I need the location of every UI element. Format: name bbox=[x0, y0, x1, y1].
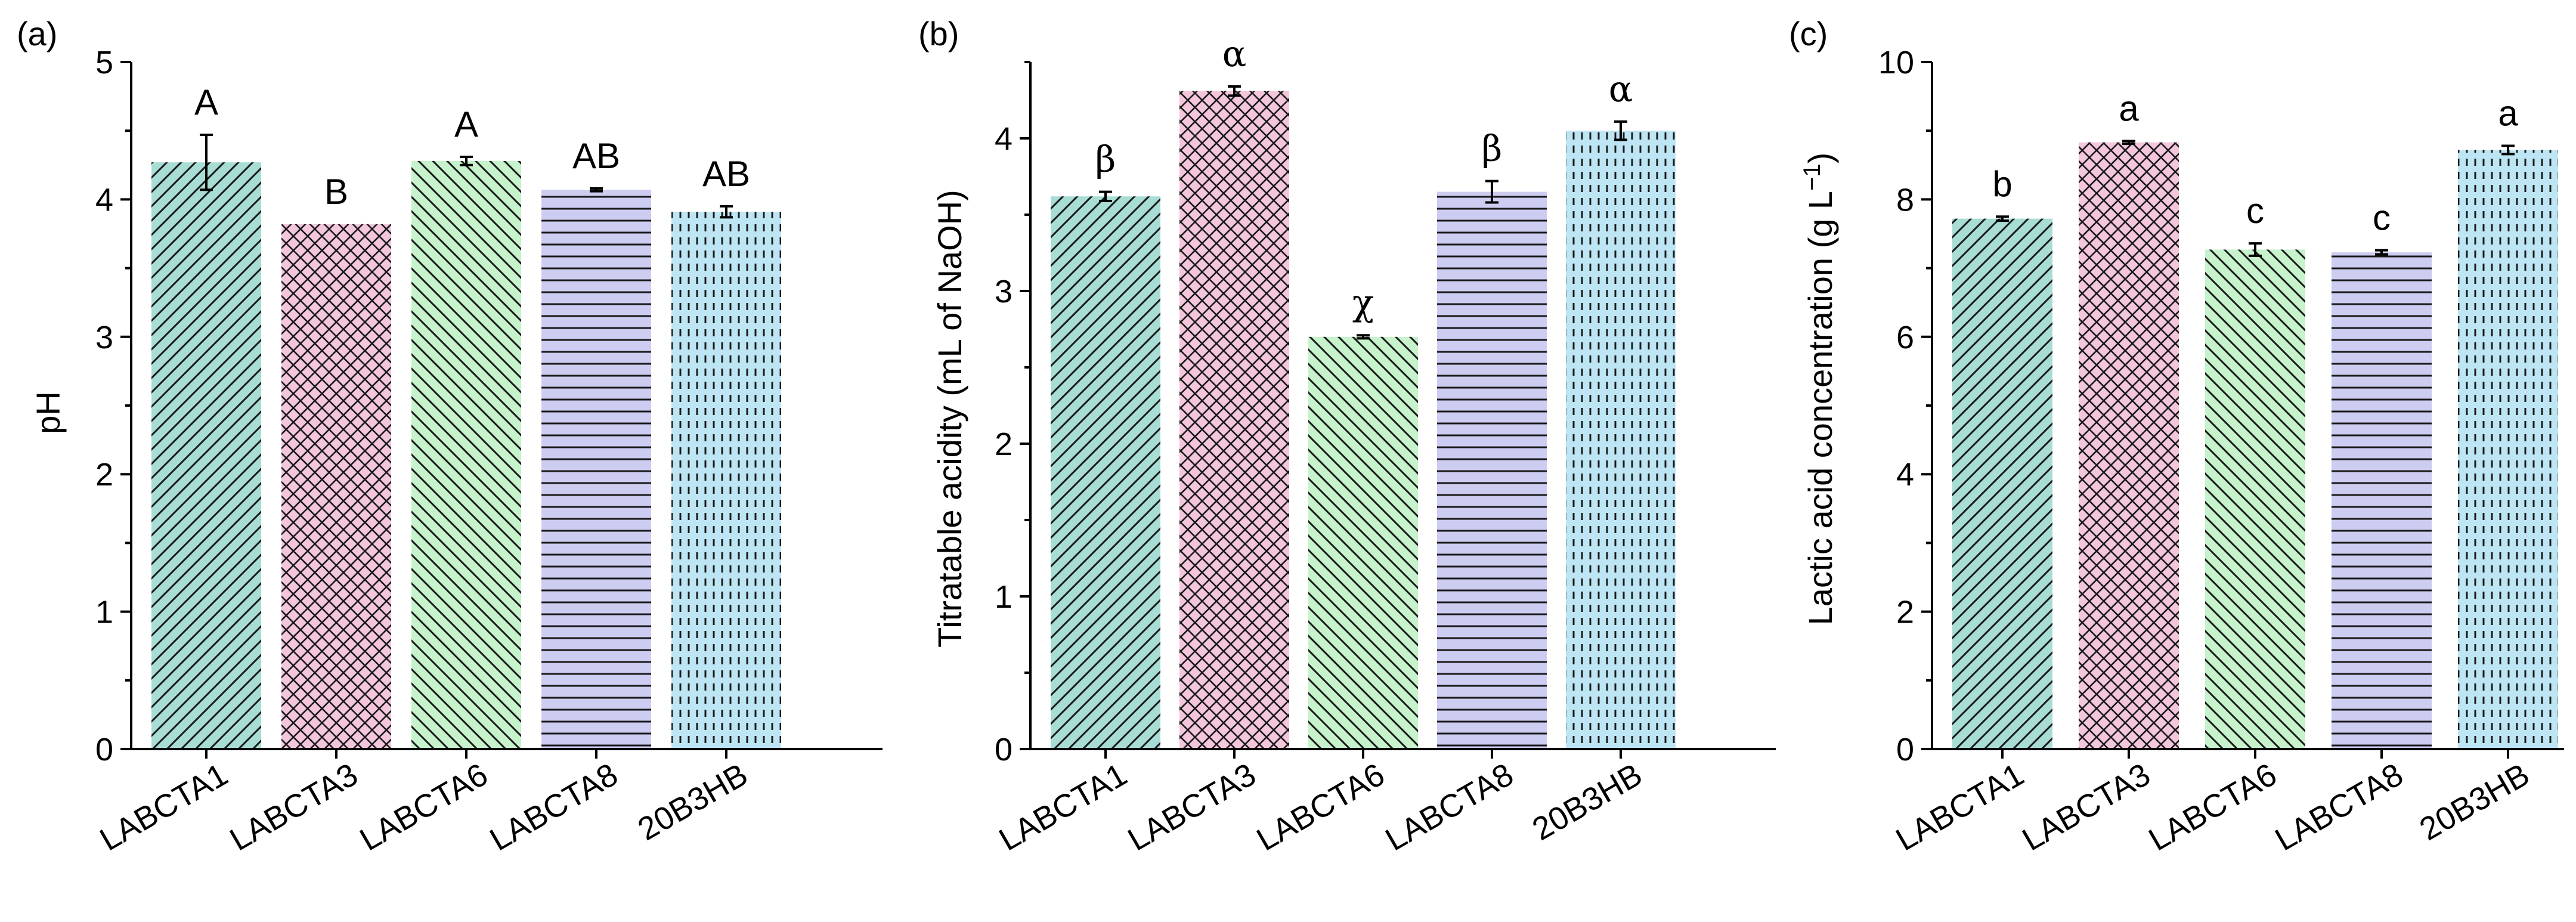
panel-b-error-bar bbox=[1228, 85, 1241, 97]
panel-b-category-label: LABCTA6 bbox=[1251, 756, 1391, 858]
panel-b-y-tick-label: 2 bbox=[995, 426, 1013, 462]
panel-a-error-bar bbox=[460, 155, 473, 166]
panel-c-bar-hatch bbox=[1952, 218, 2052, 749]
panel-b-y-tick-label: 4 bbox=[995, 121, 1013, 157]
panel-b-category-label: LABCTA1 bbox=[993, 756, 1133, 858]
panel-a-error-bar bbox=[720, 205, 733, 219]
panel-c-significance-label: a bbox=[2119, 88, 2139, 128]
panel-a-category-label: 20B3HB bbox=[632, 756, 754, 847]
panel-b: (b) Titratable acidity (mL of NaOH) βαχβ… bbox=[918, 15, 1776, 858]
panel-c-y-tick-label: 8 bbox=[1896, 182, 1914, 218]
panel-a-error-bar bbox=[590, 187, 603, 193]
panel-c-bar-hatch bbox=[2332, 252, 2432, 749]
panel-a-y-tick-label: 2 bbox=[95, 457, 113, 493]
panel-b-error-bar bbox=[1099, 190, 1112, 202]
panel-a-y-tick-label: 4 bbox=[95, 182, 113, 218]
panel-b-y-tick-label: 1 bbox=[995, 579, 1013, 615]
panel-a-significance-label: AB bbox=[702, 154, 750, 194]
panel-c-error-bar bbox=[2122, 140, 2135, 146]
panel-c-significance-label: a bbox=[2498, 94, 2518, 134]
panel-a-bar-hatch bbox=[541, 190, 651, 750]
panel-b-y-tick-label: 0 bbox=[995, 732, 1013, 768]
panel-c-category-label: LABCTA8 bbox=[2270, 756, 2409, 858]
panel-c-significance-label: c bbox=[2246, 191, 2264, 231]
panel-b-label: (b) bbox=[918, 15, 959, 52]
panel-c-bar-hatch bbox=[2079, 142, 2179, 749]
panel-a-bar-hatch bbox=[281, 224, 391, 749]
panel-b-significance-label: α bbox=[1222, 33, 1247, 75]
panel-b-bar-hatch bbox=[1566, 131, 1676, 750]
panel-c-label: (c) bbox=[1789, 15, 1828, 52]
panel-c-y-tick-label: 2 bbox=[1896, 595, 1914, 630]
panel-a-bar-hatch bbox=[151, 162, 261, 749]
panel-b-category-label: LABCTA3 bbox=[1122, 756, 1262, 858]
panel-c-category-label: LABCTA6 bbox=[2143, 756, 2283, 858]
panel-a-ylabel: pH bbox=[29, 391, 67, 434]
panel-b-significance-label: β bbox=[1095, 139, 1116, 181]
panel-b-category-label: LABCTA8 bbox=[1380, 756, 1519, 858]
panel-a-category-label: LABCTA3 bbox=[224, 756, 364, 858]
panel-a-error-bar bbox=[200, 134, 213, 191]
panel-b-category-label: 20B3HB bbox=[1527, 756, 1648, 847]
panel-a-category-label: LABCTA6 bbox=[354, 756, 494, 858]
panel-a-y-tick-label: 5 bbox=[95, 45, 113, 81]
panel-a-category-label: LABCTA8 bbox=[484, 756, 624, 858]
panel-c-bar-hatch bbox=[2205, 249, 2305, 750]
panel-a-category-label: LABCTA1 bbox=[94, 756, 234, 858]
panel-a-bar-hatch bbox=[671, 212, 781, 749]
panel-c-significance-label: c bbox=[2373, 198, 2391, 238]
panel-a-y-tick-label: 1 bbox=[95, 595, 113, 630]
panel-c-error-bar bbox=[2375, 249, 2388, 256]
panel-b-bar-hatch bbox=[1437, 191, 1547, 750]
panel-c-error-bar bbox=[2249, 242, 2262, 257]
panel-b-bar-hatch bbox=[1308, 336, 1418, 749]
panel-b-error-bar bbox=[1485, 180, 1498, 204]
panel-c-bars: b a c c a bbox=[1952, 88, 2558, 750]
panel-c-error-bar bbox=[2501, 144, 2515, 156]
panel-c-error-bar bbox=[1996, 215, 2009, 222]
panel-b-error-bar bbox=[1357, 334, 1370, 340]
panel-c-category-label: 20B3HB bbox=[2414, 756, 2535, 847]
panel-c-category-label: LABCTA1 bbox=[1890, 756, 2030, 858]
panel-a-label: (a) bbox=[17, 15, 57, 52]
panel-a-y-tick-label: 0 bbox=[95, 732, 113, 768]
panel-a-significance-label: A bbox=[454, 104, 478, 144]
panel-b-significance-label: χ bbox=[1352, 282, 1374, 324]
panel-c-significance-label: b bbox=[1992, 164, 2012, 204]
panel-a-significance-label: AB bbox=[572, 136, 620, 176]
panel-a-significance-label: B bbox=[324, 172, 348, 212]
panel-b-bars: β α χ β α bbox=[1051, 33, 1676, 750]
panel-b-y-tick-label: 3 bbox=[995, 274, 1013, 310]
panel-c-category-label: LABCTA3 bbox=[2017, 756, 2156, 858]
panel-b-error-bar bbox=[1614, 120, 1627, 141]
panel-a-bar-hatch bbox=[411, 160, 521, 749]
panel-b-ylabel: Titratable acidity (mL of NaOH) bbox=[931, 190, 968, 648]
panel-b-bar-hatch bbox=[1179, 91, 1289, 749]
panel-c: (c) Lactic acid concentration (g L−1) b a… bbox=[1789, 15, 2564, 858]
panel-b-bar-hatch bbox=[1051, 196, 1160, 749]
panel-a-y-tick-label: 3 bbox=[95, 320, 113, 355]
panel-a-significance-label: A bbox=[194, 82, 218, 122]
panel-c-bar-hatch bbox=[2458, 150, 2558, 749]
panel-c-ylabel: Lactic acid concentration (g L−1) bbox=[1799, 153, 1839, 626]
panel-b-significance-label: β bbox=[1482, 128, 1503, 170]
panel-b-significance-label: α bbox=[1609, 69, 1633, 110]
panel-c-y-tick-label: 4 bbox=[1896, 457, 1914, 493]
panel-c-y-tick-label: 0 bbox=[1896, 732, 1914, 768]
panel-c-y-tick-label: 10 bbox=[1878, 45, 1914, 81]
panel-c-y-tick-label: 6 bbox=[1896, 320, 1914, 355]
